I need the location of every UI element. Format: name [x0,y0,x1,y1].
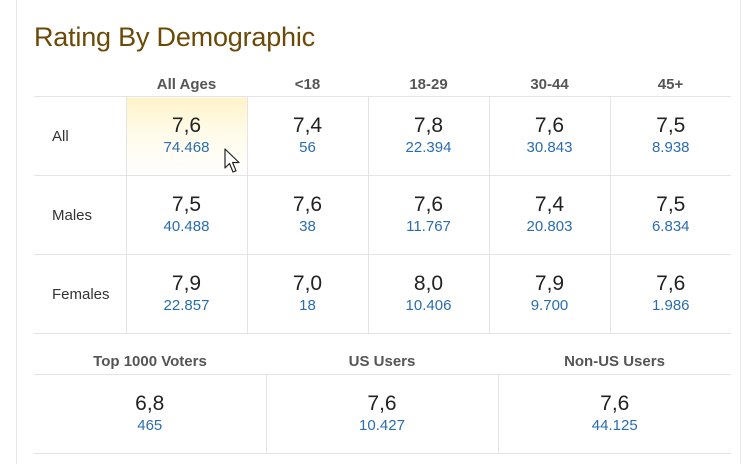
rating-cell: 7,6 44.125 [497,374,731,454]
votes-link[interactable]: 10.406 [405,297,452,314]
rating-value: 7,6 [600,392,630,415]
rating-value: 7,6 [656,272,686,295]
votes-link[interactable]: 6.834 [651,218,690,235]
rating-value: 7,6 [413,193,444,216]
rating-value: 7,9 [534,272,565,295]
row-label: All [34,96,126,176]
rating-cell: 7,6 10.427 [265,374,498,454]
votes-link[interactable]: 18 [299,297,316,314]
rating-cell: 8,0 10.406 [367,254,489,334]
header-spacer [34,72,126,97]
rating-cell: 7,6 38 [246,175,368,255]
rating-value: 7,9 [171,272,202,295]
rating-value: 6,8 [135,392,165,415]
row-label: Females [34,254,126,334]
demographic-table: All Ages <18 18-29 30-44 45+ All 7,6 74.… [34,72,731,334]
column-header: Non-US Users [498,349,731,375]
table-row: 6,8 465 7,6 10.427 7,6 44.125 [34,374,731,454]
votes-link[interactable]: 8.938 [651,139,690,156]
rating-value: 8,0 [413,272,444,295]
rating-value: 7,5 [656,193,686,216]
votes-link[interactable]: 44.125 [591,417,638,434]
rating-value: 7,5 [656,114,686,137]
rating-cell: 7,9 9.700 [488,254,610,334]
rating-panel: Rating By Demographic All Ages <18 18-29… [16,0,741,464]
votes-link[interactable]: 11.767 [406,218,451,235]
table-row: All 7,6 74.468 7,4 56 7,8 22.394 7,6 30.… [34,96,731,176]
votes-link[interactable]: 20.803 [526,218,573,235]
rating-cell: 7,5 6.834 [609,175,731,255]
rating-cell: 7,5 40.488 [125,175,247,255]
table-row: Males 7,5 40.488 7,6 38 7,6 11.767 7,4 2… [34,175,731,255]
panel-title: Rating By Demographic [34,22,315,52]
rating-cell: 7,9 22.857 [125,254,247,334]
votes-link[interactable]: 56 [299,139,316,156]
row-label: Males [34,175,126,255]
votes-link[interactable]: 1.986 [651,297,690,314]
column-header: 30-44 [489,72,610,97]
votes-link[interactable]: 38 [299,218,316,235]
header-row: All Ages <18 18-29 30-44 45+ [34,72,731,97]
column-header: All Ages [126,72,247,97]
votes-link[interactable]: 465 [137,417,163,434]
votes-link[interactable]: 22.857 [163,297,210,314]
table-row: Females 7,9 22.857 7,0 18 8,0 10.406 7,9… [34,254,731,334]
votes-link[interactable]: 30.843 [526,139,573,156]
rating-value: 7,5 [171,193,202,216]
rating-value: 7,6 [367,392,397,415]
rating-value: 7,6 [292,193,323,216]
column-header: 18-29 [368,72,489,97]
column-header: 45+ [610,72,731,97]
header-row: Top 1000 Voters US Users Non-US Users [34,349,731,375]
rating-value: 7,6 [534,114,565,137]
votes-link[interactable]: 9.700 [530,297,569,314]
votes-link[interactable]: 40.488 [163,218,210,235]
rating-cell: 7,6 30.843 [488,96,610,176]
rating-cell: 7,6 74.468 [125,96,247,176]
column-header: US Users [266,349,498,375]
rating-value: 7,0 [292,272,323,295]
rating-value: 7,4 [292,114,323,137]
rating-cell: 7,6 11.767 [367,175,489,255]
rating-cell: 7,4 20.803 [488,175,610,255]
rating-value: 7,4 [534,193,565,216]
votes-link[interactable]: 22.394 [405,139,452,156]
rating-cell: 7,8 22.394 [367,96,489,176]
rating-cell: 7,6 1.986 [609,254,731,334]
rating-cell: 7,0 18 [246,254,368,334]
rating-cell: 7,4 56 [246,96,368,176]
votes-link[interactable]: 74.468 [163,139,210,156]
rating-value: 7,8 [413,114,444,137]
rating-value: 7,6 [171,114,202,137]
rating-cell: 7,5 8.938 [609,96,731,176]
votes-link[interactable]: 10.427 [359,417,405,434]
column-header: Top 1000 Voters [34,349,266,375]
column-header: <18 [247,72,368,97]
group-ratings-table: Top 1000 Voters US Users Non-US Users 6,… [34,349,731,454]
rating-cell: 6,8 465 [34,374,266,454]
